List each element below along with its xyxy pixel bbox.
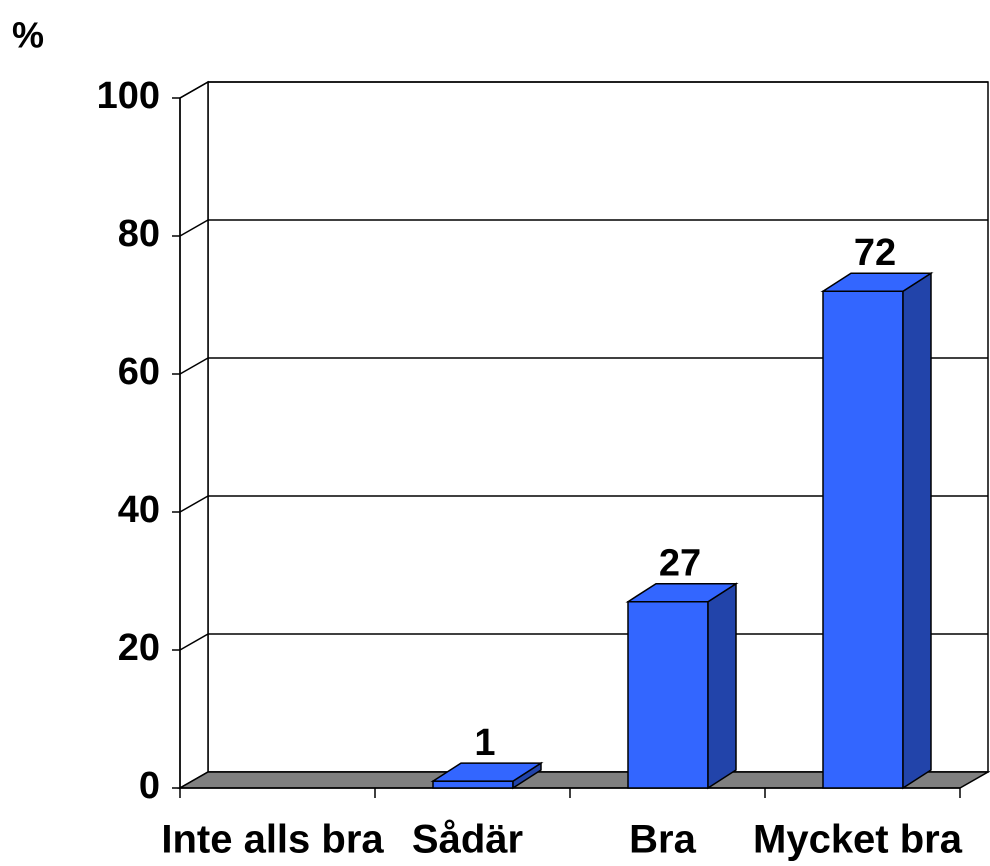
- bar-front: [822, 290, 904, 789]
- bar-top: [820, 272, 934, 292]
- x-tick-label: Inte alls bra: [161, 818, 384, 862]
- bar-top: [625, 582, 739, 603]
- grid-line: [179, 495, 209, 513]
- y-axis-label: %: [12, 15, 44, 56]
- y-tick-label: 100: [97, 75, 160, 117]
- y-tick-label: 80: [118, 213, 160, 255]
- data-label: 72: [854, 232, 896, 274]
- bar-front: [432, 780, 514, 789]
- y-tick-label: 60: [118, 351, 160, 393]
- bar: [625, 582, 739, 790]
- data-label: 1: [474, 722, 495, 764]
- grid-line: [179, 357, 209, 375]
- x-tick-label: Sådär: [412, 818, 523, 862]
- y-tick-label: 20: [118, 627, 160, 669]
- data-label: 27: [659, 543, 701, 585]
- grid-line: [179, 81, 209, 99]
- grid-line: [179, 633, 209, 651]
- bar-side: [902, 271, 932, 790]
- x-tick-label: Mycket bra: [753, 818, 963, 862]
- bar-top: [430, 762, 544, 782]
- bar: [820, 271, 934, 790]
- bar-side: [707, 582, 737, 790]
- x-tick-label: Bra: [629, 818, 696, 862]
- side-wall: [179, 80, 209, 790]
- bar: [430, 761, 544, 790]
- y-tick-label: 0: [139, 765, 160, 807]
- y-tick-label: 40: [118, 489, 160, 531]
- grid-line: [179, 219, 209, 237]
- bar-front: [627, 600, 709, 789]
